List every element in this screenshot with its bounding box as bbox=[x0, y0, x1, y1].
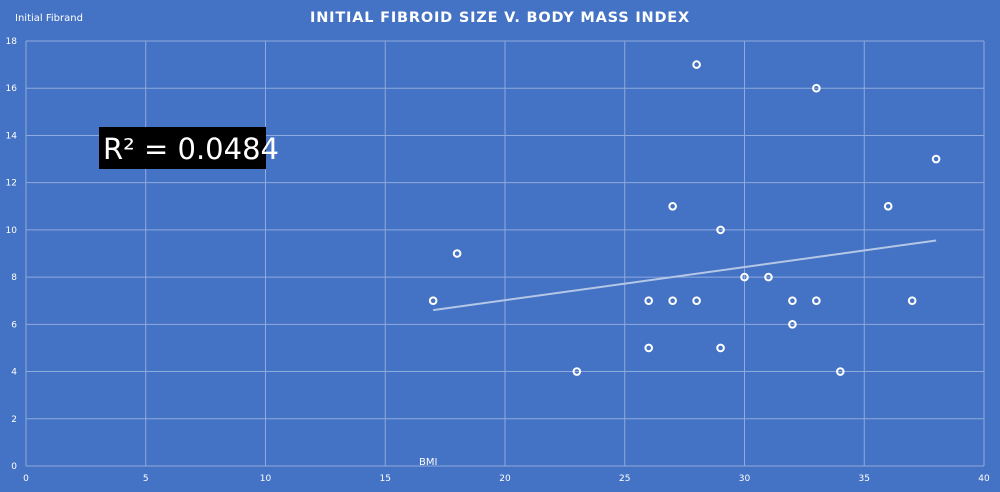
y-tick-label: 12 bbox=[6, 179, 17, 189]
x-tick-label: 15 bbox=[380, 474, 391, 484]
data-point bbox=[740, 272, 749, 282]
y-tick-label: 10 bbox=[6, 226, 18, 236]
chart-title: INITIAL FIBROID SIZE V. BODY MASS INDEX bbox=[310, 10, 690, 26]
x-tick-label: 0 bbox=[23, 474, 29, 484]
x-tick-label: 25 bbox=[619, 474, 630, 484]
data-point bbox=[452, 249, 462, 258]
data-points bbox=[428, 60, 941, 376]
y-tick-label: 18 bbox=[6, 37, 18, 47]
x-tick-label: 5 bbox=[143, 474, 149, 484]
data-point bbox=[692, 296, 701, 306]
y-tick-label: 0 bbox=[11, 462, 17, 472]
x-tick-label: 30 bbox=[739, 474, 751, 484]
gridlines bbox=[25, 40, 985, 467]
data-point bbox=[428, 296, 438, 306]
x-tick-label: 35 bbox=[859, 474, 870, 484]
x-tick-label: 10 bbox=[260, 474, 272, 484]
data-point bbox=[716, 225, 725, 235]
y-tick-label: 6 bbox=[11, 320, 17, 330]
data-point bbox=[788, 296, 797, 306]
y-tick-label: 14 bbox=[6, 131, 18, 141]
trendline bbox=[433, 239, 937, 312]
data-point bbox=[668, 201, 677, 211]
r-squared-annotation: R² = 0.0484 bbox=[103, 132, 279, 166]
x-tick-label: 40 bbox=[978, 474, 990, 484]
y-axis-label: Initial Fibrand bbox=[15, 13, 83, 24]
data-point bbox=[572, 367, 582, 376]
data-point bbox=[644, 343, 654, 353]
data-point bbox=[692, 60, 701, 69]
data-point bbox=[668, 296, 677, 306]
x-axis-ticks: 0 5 10 15 20 25 30 35 40 bbox=[23, 474, 990, 484]
data-point bbox=[716, 343, 725, 353]
data-point bbox=[644, 296, 654, 306]
data-point bbox=[836, 367, 845, 376]
y-tick-label: 4 bbox=[11, 368, 17, 378]
x-axis-label: BMI bbox=[419, 457, 437, 468]
y-tick-label: 2 bbox=[11, 415, 17, 425]
data-point bbox=[764, 272, 773, 282]
y-tick-label: 16 bbox=[6, 84, 18, 94]
data-point bbox=[907, 296, 917, 306]
data-point bbox=[812, 296, 821, 306]
r-squared-box bbox=[99, 127, 266, 169]
data-point bbox=[931, 154, 941, 164]
data-point bbox=[883, 201, 893, 211]
data-point bbox=[812, 83, 821, 93]
x-tick-label: 20 bbox=[499, 474, 511, 484]
y-tick-label: 8 bbox=[11, 273, 17, 283]
y-axis-ticks: 0 2 4 6 8 10 12 14 16 18 bbox=[6, 37, 18, 472]
data-point bbox=[788, 320, 797, 329]
